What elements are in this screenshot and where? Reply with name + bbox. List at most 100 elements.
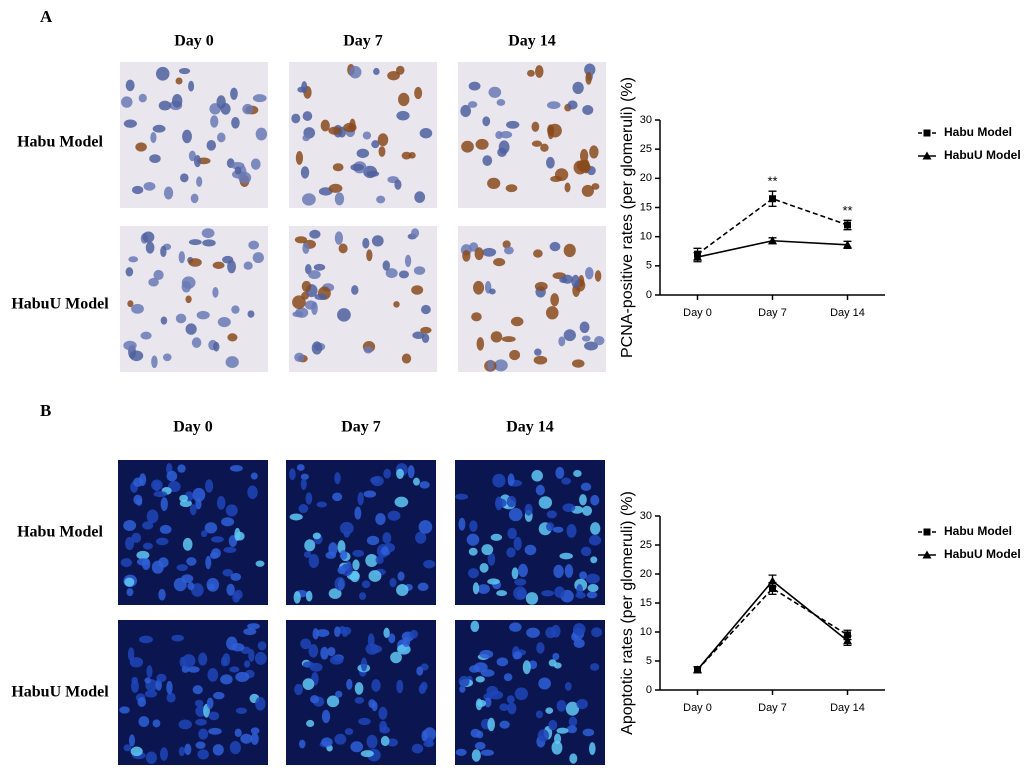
cell [349, 65, 362, 79]
cell [411, 743, 424, 754]
cell [334, 192, 345, 206]
cell [572, 623, 586, 636]
cell [178, 68, 191, 75]
cell [229, 740, 241, 755]
cell [231, 305, 240, 314]
column-header: Day 14 [508, 33, 556, 50]
cell [151, 479, 163, 491]
cell [119, 706, 130, 714]
cell [551, 740, 563, 755]
cell [136, 558, 150, 566]
cell [394, 179, 402, 190]
cell [468, 81, 481, 91]
row-label: Habu Model [17, 134, 103, 151]
cell [294, 352, 305, 362]
cell [526, 627, 540, 638]
row-label: HabuU Model [11, 296, 109, 313]
cell [499, 703, 509, 712]
cell [188, 239, 202, 246]
cell [387, 71, 400, 81]
cell [191, 337, 202, 349]
y-tick-label: 5 [646, 655, 652, 667]
cell [257, 641, 267, 651]
cell [243, 261, 253, 270]
cell [305, 590, 313, 602]
cell [208, 711, 220, 721]
cell [504, 246, 514, 255]
cell [407, 465, 415, 479]
cell [382, 260, 391, 271]
cell [235, 671, 250, 682]
cell [227, 333, 238, 342]
cell [196, 176, 203, 187]
cell [540, 143, 549, 152]
cell [546, 510, 557, 519]
cell [590, 522, 601, 535]
cell [482, 116, 491, 127]
cell [349, 570, 360, 583]
cell [498, 140, 510, 154]
cell [477, 584, 490, 594]
cell [533, 249, 543, 258]
cell [556, 727, 569, 734]
cell [550, 293, 560, 307]
cell [291, 113, 301, 124]
cell [548, 719, 558, 731]
cell [415, 531, 427, 544]
cell [524, 544, 537, 556]
micrograph [118, 620, 268, 765]
cell [368, 570, 382, 582]
cell [461, 140, 474, 153]
cell [192, 487, 206, 502]
cell [495, 496, 503, 511]
cell [292, 295, 306, 310]
cell [389, 577, 397, 588]
cell [320, 646, 329, 660]
cell [182, 537, 193, 551]
cell [534, 281, 548, 291]
cell [388, 633, 396, 644]
cell [235, 707, 248, 714]
cell [496, 98, 506, 106]
cell [513, 586, 527, 600]
cell [231, 642, 245, 652]
micrograph [458, 226, 606, 372]
cell [417, 582, 429, 592]
cell [250, 158, 261, 170]
cell [591, 627, 603, 638]
cell [250, 727, 260, 735]
cell [129, 657, 144, 668]
cell [230, 87, 238, 100]
cell [153, 269, 164, 281]
y-tick-label: 5 [646, 260, 652, 272]
cell [420, 326, 432, 334]
cell [150, 132, 157, 144]
y-tick-label: 0 [646, 684, 652, 696]
cell [158, 588, 166, 601]
cell [552, 652, 560, 661]
cell [376, 195, 386, 204]
cell [554, 168, 569, 181]
cell [480, 749, 495, 756]
cell [397, 571, 405, 581]
cell [414, 86, 423, 100]
cell [125, 536, 135, 551]
panel-label: B [40, 401, 51, 420]
cell [373, 67, 380, 75]
x-tick-label: Day 14 [830, 702, 865, 714]
cell [145, 241, 155, 254]
cell [208, 727, 222, 735]
cell [205, 555, 212, 570]
cell [562, 503, 576, 513]
y-tick-label: 30 [640, 114, 652, 126]
cell [366, 170, 380, 177]
cell [458, 675, 470, 687]
cell [329, 655, 344, 665]
cell [309, 695, 320, 704]
cell [572, 81, 584, 95]
cell [152, 124, 166, 133]
cell [589, 145, 599, 159]
row-label: HabuU Model [11, 684, 109, 701]
cell [225, 356, 239, 369]
cell [289, 468, 296, 481]
